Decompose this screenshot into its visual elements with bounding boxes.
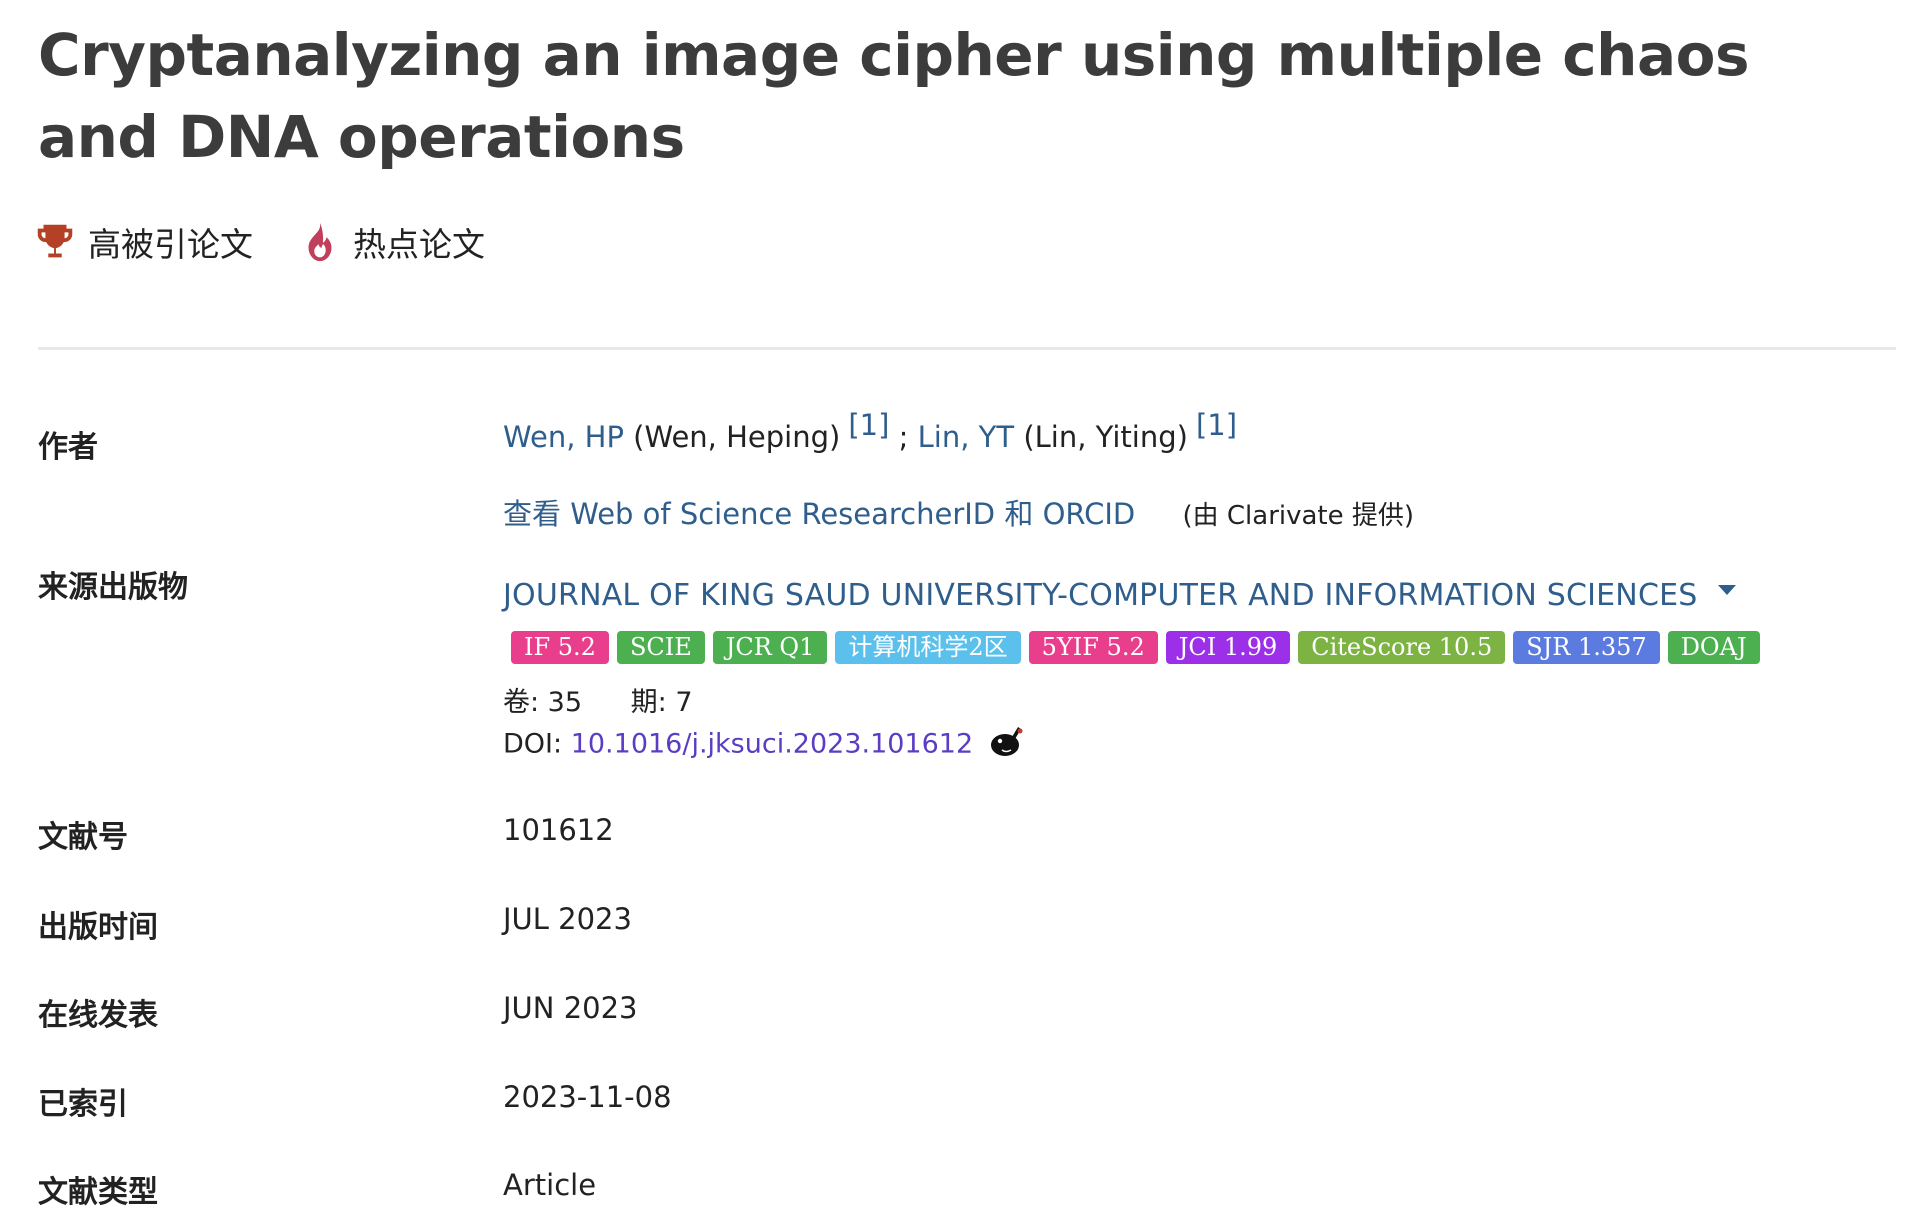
author-affil-wen[interactable]: [1] [848,408,890,442]
highly-cited-label: 高被引论文 [88,225,253,264]
metric-badge-doaj[interactable]: DOAJ [1667,631,1760,664]
metric-badge-jci[interactable]: JCI 1.99 [1165,631,1291,664]
volume-value: 卷: 35 [503,687,583,718]
journal-link[interactable]: JOURNAL OF KING SAUD UNIVERSITY-COMPUTER… [503,578,1698,613]
author-separator: ; [898,420,909,454]
page-title: Cryptanalyzing an image cipher using mul… [38,21,1749,171]
author-link-lin[interactable]: Lin, YT [917,420,1015,454]
metric-badge-citescore[interactable]: CiteScore 10.5 [1298,631,1506,664]
author-link-wen[interactable]: Wen, HP [503,420,624,454]
volume-issue-row: 卷: 35 期: 7 [503,680,693,719]
author-fullname-lin: (Lin, Yiting) [1023,420,1188,454]
metric-badge-scie[interactable]: SCIE [616,631,705,664]
article-number-value: 101612 [503,813,614,847]
highlight-badges: 高被引论文 热点论文 [32,218,529,266]
journal-metrics: IF 5.2 SCIE JCR Q1 计算机科学2区 5YIF 5.2 JCI … [511,631,1768,664]
early-access-label: 在线发表 [38,998,158,1033]
hot-paper-label: 热点论文 [353,225,485,264]
flame-icon [308,222,332,262]
article-number-label: 文献号 [38,820,128,855]
authors-label: 作者 [38,430,98,465]
sci-hub-icon[interactable] [988,723,1026,759]
metric-badge-cas[interactable]: 计算机科学2区 [835,631,1021,664]
published-value: JUL 2023 [503,902,632,936]
published-label: 出版时间 [38,910,158,945]
doi-link[interactable]: 10.1016/j.jksuci.2023.101612 [570,728,974,760]
issue-value: 期: 7 [630,687,693,718]
journal-row: JOURNAL OF KING SAUD UNIVERSITY-COMPUTER… [503,578,1736,613]
indexed-label: 已索引 [38,1087,128,1122]
researcher-id-link[interactable]: 查看 Web of Science ResearcherID 和 ORCID [503,497,1136,531]
researcher-row: 查看 Web of Science ResearcherID 和 ORCID (… [503,491,1414,533]
chevron-down-icon[interactable] [1717,585,1736,595]
researcher-provider: (由 Clarivate 提供) [1182,501,1415,531]
divider [38,347,1896,350]
author-affil-lin[interactable]: [1] [1195,408,1238,442]
author-fullname-wen: (Wen, Heping) [633,420,841,454]
doc-type-label: 文献类型 [38,1175,158,1210]
trophy-icon [37,224,73,258]
doc-type-value: Article [503,1168,597,1202]
metric-badge-if[interactable]: IF 5.2 [511,631,609,664]
indexed-value: 2023-11-08 [503,1080,672,1114]
metric-badge-5yif[interactable]: 5YIF 5.2 [1028,631,1158,664]
doi-label: DOI: [503,728,563,760]
early-access-value: JUN 2023 [503,991,638,1025]
metric-badge-sjr[interactable]: SJR 1.357 [1513,631,1660,664]
authors-value: Wen, HP (Wen, Heping) [1] ; Lin, YT (Lin,… [503,408,1237,454]
metric-badge-jcr[interactable]: JCR Q1 [712,631,828,664]
highly-cited-badge[interactable]: 高被引论文 [32,218,253,266]
source-label: 来源出版物 [38,570,188,605]
hot-paper-badge[interactable]: 热点论文 [297,218,485,266]
doi-row: DOI: 10.1016/j.jksuci.2023.101612 [503,727,1026,763]
